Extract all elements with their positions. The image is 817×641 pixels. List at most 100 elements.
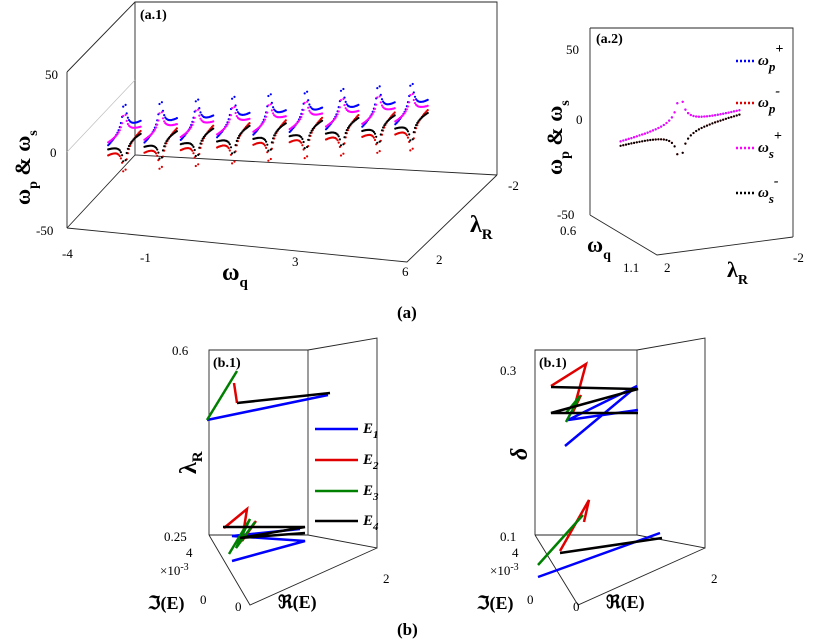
a1-point-ω_p^- bbox=[300, 141, 303, 144]
a2-point-2 bbox=[738, 109, 741, 112]
a1-point-ω_s^+ bbox=[226, 123, 229, 126]
a1-point-ω_s^+ bbox=[265, 115, 268, 118]
a2-point-2 bbox=[689, 113, 692, 117]
a1-point-ω_s^- bbox=[164, 142, 167, 145]
a1-point-ω_s^+ bbox=[409, 94, 412, 97]
a2-point-3 bbox=[635, 141, 638, 144]
a1-point-ω_p^+ bbox=[197, 98, 200, 101]
a2-point-2 bbox=[724, 112, 728, 115]
a1-point-ω_s^+ bbox=[194, 109, 197, 112]
a1-point-ω_s^+ bbox=[115, 134, 118, 137]
a2-point-3 bbox=[705, 124, 709, 127]
a1-point-ω_s^- bbox=[338, 138, 341, 141]
a1-point-ω_s^- bbox=[383, 124, 386, 127]
a1-point-ω_s^- bbox=[235, 139, 238, 142]
b1-legend: E1 E2 E3 E4 bbox=[315, 421, 379, 533]
a1-point-ω_p^+ bbox=[409, 84, 412, 87]
a1-point-ω_p^- bbox=[158, 167, 161, 170]
a1-point-ω_p^+ bbox=[393, 101, 396, 104]
a1-point-ω_s^- bbox=[175, 130, 178, 133]
a2-point-2 bbox=[638, 134, 641, 137]
caption-b: (b) bbox=[397, 620, 418, 639]
b2-z-tick-0: 0.3 bbox=[500, 363, 516, 378]
a1-point-ω_s^+ bbox=[175, 123, 178, 126]
b2-y-label: ℑ(E) bbox=[476, 593, 514, 614]
a1-point-ω_s^+ bbox=[152, 130, 155, 133]
a1-point-ω_s^- bbox=[307, 138, 310, 141]
a1-point-ω_s^+ bbox=[300, 115, 303, 119]
a1-point-ω_s^- bbox=[122, 160, 125, 163]
a2-point-2 bbox=[635, 135, 638, 138]
b1-z-tick-1: 0.25 bbox=[164, 529, 187, 544]
a1-box-back bbox=[66, 1, 498, 229]
a2-point-2 bbox=[735, 109, 738, 112]
a1-point-ω_p^- bbox=[284, 119, 287, 122]
b2-box bbox=[534, 337, 706, 606]
a2-point-3 bbox=[654, 138, 657, 141]
panel-a2: 50 0 -50 0.6 1.1 2 -2 ωq λR ωp & ωs (a.2… bbox=[542, 27, 804, 288]
a2-point-3 bbox=[711, 122, 714, 125]
caption-a: (a) bbox=[397, 303, 417, 322]
a1-point-ω_s^- bbox=[126, 147, 129, 150]
b2-y-tick-0: 4 bbox=[512, 545, 519, 560]
a1-point-ω_s^- bbox=[343, 136, 346, 139]
a2-point-2 bbox=[665, 121, 668, 125]
a2-point-2 bbox=[622, 139, 625, 142]
a1-point-ω_p^- bbox=[212, 124, 215, 127]
a1-point-ω_p^+ bbox=[269, 93, 272, 96]
a1-point-ω_p^- bbox=[406, 136, 410, 139]
a1-point-ω_p^+ bbox=[163, 114, 166, 117]
a1-point-ω_s^+ bbox=[379, 101, 382, 104]
a1-point-ω_p^- bbox=[248, 122, 251, 125]
a1-point-ω_s^+ bbox=[303, 101, 306, 104]
a1-point-ω_s^+ bbox=[344, 107, 347, 110]
panel-b1: 0.6 0.25 4 0 0 2 ×10-3 ℑ(E) ℜ(E) λR (b.1… bbox=[147, 337, 390, 614]
a2-legend-text-0: ωp+ bbox=[758, 42, 783, 74]
b1-curve-E3 bbox=[205, 370, 239, 421]
a1-point-ω_p^- bbox=[231, 162, 234, 165]
a2-point-3 bbox=[660, 138, 663, 141]
a2-point-2 bbox=[708, 114, 711, 118]
a1-point-ω_s^- bbox=[337, 135, 340, 138]
a1-point-ω_s^- bbox=[379, 133, 382, 136]
a1-point-ω_s^+ bbox=[405, 108, 408, 111]
a1-point-ω_s^+ bbox=[357, 109, 360, 112]
a1-point-ω_s^+ bbox=[371, 112, 374, 115]
a1-point-ω_s^+ bbox=[308, 109, 311, 112]
a1-point-ω_s^- bbox=[156, 148, 159, 151]
a2-point-3 bbox=[670, 141, 674, 144]
a1-point-ω_s^+ bbox=[335, 115, 338, 118]
a1-point-ω_s^- bbox=[417, 120, 420, 123]
a2-point-2 bbox=[719, 113, 722, 116]
a2-point-3 bbox=[697, 128, 701, 131]
a2-point-3 bbox=[676, 153, 679, 156]
a1-point-ω_s^+ bbox=[297, 119, 301, 122]
a1-point-ω_s^- bbox=[192, 145, 195, 148]
a2-point-3 bbox=[716, 120, 719, 123]
a1-point-ω_s^- bbox=[121, 154, 124, 157]
a1-point-ω_p^- bbox=[337, 141, 340, 144]
a1-point-ω_s^- bbox=[198, 146, 201, 149]
a1-point-ω_s^- bbox=[378, 140, 381, 143]
a2-point-2 bbox=[676, 102, 679, 105]
a1-point-ω_s^- bbox=[339, 144, 343, 147]
a1-point-ω_s^- bbox=[194, 154, 197, 158]
a1-point-ω_p^+ bbox=[411, 82, 414, 86]
a1-point-ω_p^- bbox=[263, 144, 267, 147]
a1-point-ω_p^+ bbox=[357, 103, 360, 106]
a1-point-ω_p^+ bbox=[158, 102, 161, 106]
a1-x-tick-0: -4 bbox=[62, 246, 73, 261]
a2-point-2 bbox=[646, 131, 649, 134]
a1-point-ω_s^+ bbox=[296, 121, 299, 124]
a1-point-ω_s^- bbox=[380, 129, 384, 132]
a1-point-ω_s^- bbox=[163, 145, 166, 148]
a1-point-ω_s^- bbox=[248, 124, 251, 127]
a1-y-tick-0: 2 bbox=[436, 252, 443, 267]
a1-point-ω_p^+ bbox=[272, 106, 275, 109]
a1-point-ω_s^+ bbox=[369, 115, 372, 119]
b2-curve-E4 bbox=[550, 385, 639, 415]
b2-panel-label: (b.1) bbox=[539, 356, 567, 371]
b2-curve-E1-low bbox=[537, 531, 661, 579]
a1-point-ω_s^+ bbox=[301, 113, 304, 116]
a1-point-ω_p^- bbox=[303, 157, 306, 160]
